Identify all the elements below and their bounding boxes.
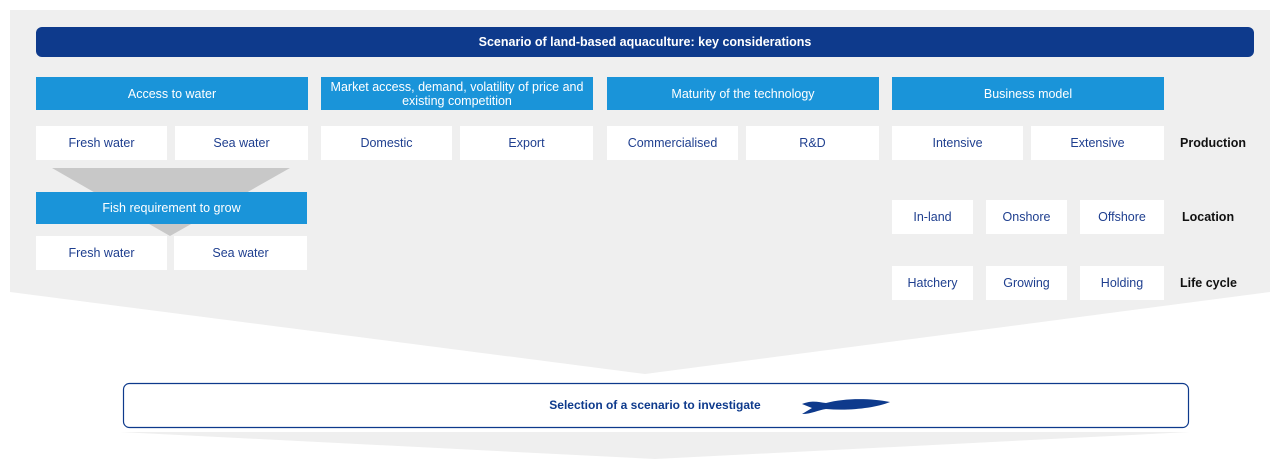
selection-text: Selection of a scenario to investigate	[549, 398, 761, 412]
bottom-chevron	[120, 432, 1190, 459]
option: R&D	[746, 126, 879, 160]
header-bar	[36, 27, 1254, 57]
option: Export	[460, 126, 593, 160]
selection-box	[122, 382, 1190, 429]
column-title: Market access, demand, volatility of pri…	[321, 77, 593, 110]
option: Sea water	[175, 126, 308, 160]
option: Fresh water	[36, 236, 167, 270]
column-title: Business model	[892, 77, 1164, 110]
option: Domestic	[321, 126, 452, 160]
option: Offshore	[1080, 200, 1164, 234]
column-title: Maturity of the technology	[607, 77, 879, 110]
option: Intensive	[892, 126, 1023, 160]
row-label: Life cycle	[1180, 276, 1237, 290]
option: In-land	[892, 200, 973, 234]
option: Commercialised	[607, 126, 738, 160]
header-title: Scenario of land-based aquaculture: key …	[478, 35, 812, 49]
option: Hatchery	[892, 266, 973, 300]
option: Holding	[1080, 266, 1164, 300]
option: Onshore	[986, 200, 1067, 234]
option: Extensive	[1031, 126, 1164, 160]
option: Sea water	[174, 236, 307, 270]
fish-requirement-title: Fish requirement to grow	[36, 192, 307, 224]
option: Growing	[986, 266, 1067, 300]
row-label: Location	[1182, 210, 1235, 224]
column-title: Access to water	[36, 77, 308, 110]
fish-icon	[802, 399, 890, 414]
row-label: Production	[1180, 136, 1246, 150]
option: Fresh water	[36, 126, 167, 160]
